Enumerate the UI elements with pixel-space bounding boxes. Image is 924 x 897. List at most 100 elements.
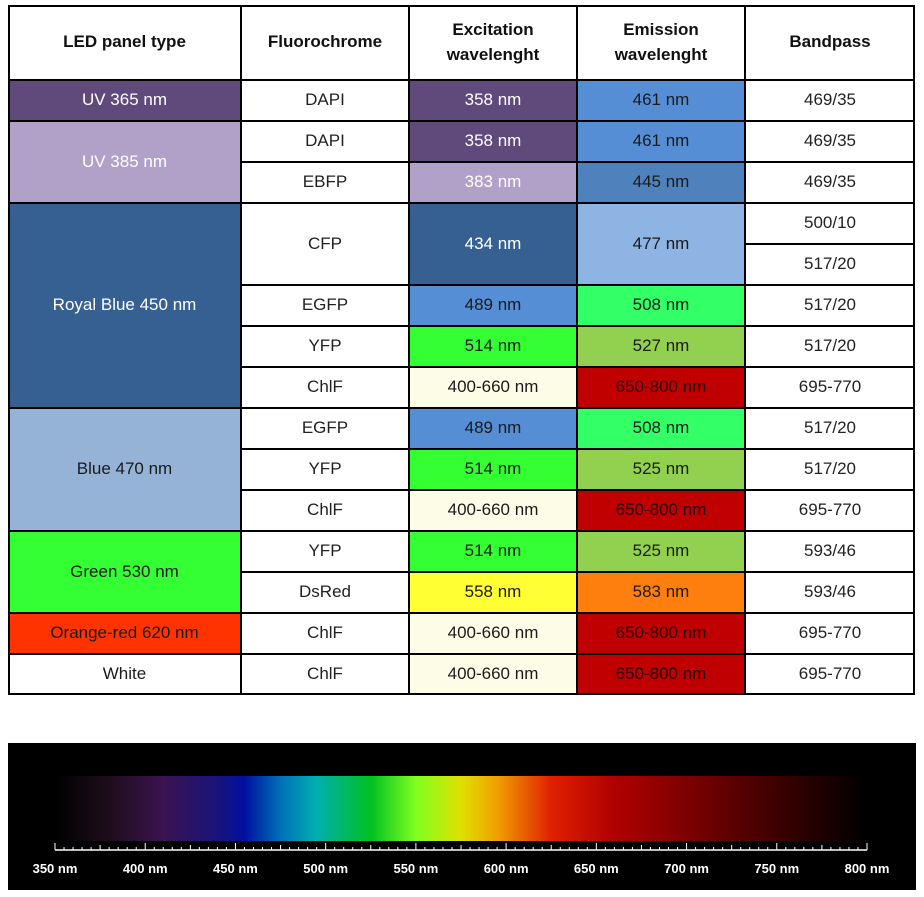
excitation-cell: 383 nm bbox=[409, 162, 577, 203]
excitation-cell: 558 nm bbox=[409, 572, 577, 613]
excitation-cell: 514 nm bbox=[409, 531, 577, 572]
bandpass-cell: 593/46 bbox=[745, 572, 915, 613]
grid-line bbox=[8, 407, 915, 409]
led-panel-type-cell: Royal Blue 450 nm bbox=[8, 203, 241, 408]
grid-line bbox=[241, 325, 915, 327]
emission-cell: 525 nm bbox=[577, 449, 745, 490]
header-excitation: Excitation wavelenght bbox=[409, 5, 577, 80]
grid-line bbox=[241, 284, 915, 286]
grid-line bbox=[8, 5, 915, 7]
excitation-cell: 514 nm bbox=[409, 326, 577, 367]
fluorochrome-cell: EGFP bbox=[241, 408, 409, 449]
fluorochrome-table: LED panel type Fluorochrome Excitation wave… bbox=[8, 5, 915, 695]
emission-cell: 508 nm bbox=[577, 285, 745, 326]
bandpass-cell: 593/46 bbox=[745, 531, 915, 572]
excitation-cell: 489 nm bbox=[409, 408, 577, 449]
bandpass-cell: 517/20 bbox=[745, 285, 915, 326]
emission-cell: 527 nm bbox=[577, 326, 745, 367]
led-panel-type-cell: White bbox=[8, 654, 241, 695]
fluorochrome-cell: ChlF bbox=[241, 490, 409, 531]
spectrum-tick-label: 750 nm bbox=[754, 861, 799, 876]
emission-cell: 583 nm bbox=[577, 572, 745, 613]
grid-line bbox=[8, 202, 915, 204]
grid-line bbox=[241, 489, 915, 491]
fluorochrome-cell: EBFP bbox=[241, 162, 409, 203]
spectrum-tick-label: 550 nm bbox=[393, 861, 438, 876]
emission-cell: 508 nm bbox=[577, 408, 745, 449]
fluorochrome-cell: DsRed bbox=[241, 572, 409, 613]
spectrum-tick-label: 500 nm bbox=[303, 861, 348, 876]
spectrum-tick-label: 350 nm bbox=[33, 861, 78, 876]
grid-line bbox=[576, 5, 578, 695]
spectrum-tick-label: 450 nm bbox=[213, 861, 258, 876]
emission-cell: 650-800 nm bbox=[577, 613, 745, 654]
emission-cell: 525 nm bbox=[577, 531, 745, 572]
fluorochrome-cell: EGFP bbox=[241, 285, 409, 326]
excitation-cell: 514 nm bbox=[409, 449, 577, 490]
grid-line bbox=[241, 366, 915, 368]
excitation-cell: 400-660 nm bbox=[409, 367, 577, 408]
emission-cell: 650-800 nm bbox=[577, 367, 745, 408]
led-panel-type-cell: Blue 470 nm bbox=[8, 408, 241, 531]
bandpass-cell: 517/20 bbox=[745, 449, 915, 490]
bandpass-cell: 517/20 bbox=[745, 244, 915, 285]
grid-line bbox=[8, 120, 915, 122]
grid-line bbox=[8, 693, 915, 695]
excitation-cell: 400-660 nm bbox=[409, 654, 577, 695]
fluorochrome-cell: ChlF bbox=[241, 613, 409, 654]
spectrum-svg: 350 nm 400 nm 450 nm 500 nm 550 nm 600 nm 650 … bbox=[33, 776, 890, 876]
spectrum-tick-label: 700 nm bbox=[664, 861, 709, 876]
excitation-cell: 434 nm bbox=[409, 203, 577, 285]
emission-cell: 477 nm bbox=[577, 203, 745, 285]
bandpass-cell: 469/35 bbox=[745, 80, 915, 121]
bandpass-cell: 517/20 bbox=[745, 326, 915, 367]
led-panel-type-cell: UV 365 nm bbox=[8, 80, 241, 121]
fluorochrome-cell: YFP bbox=[241, 531, 409, 572]
spectrum-tick-label: 800 nm bbox=[845, 861, 890, 876]
grid-line bbox=[8, 612, 915, 614]
led-panel-type-cell: UV 385 nm bbox=[8, 121, 241, 203]
emission-cell: 650-800 nm bbox=[577, 490, 745, 531]
emission-cell: 650-800 nm bbox=[577, 654, 745, 695]
fluorochrome-cell: DAPI bbox=[241, 80, 409, 121]
grid-line bbox=[241, 571, 915, 573]
spectrum-gradient bbox=[55, 776, 867, 841]
header-bandpass: Bandpass bbox=[745, 5, 915, 80]
spectrum-tick-label: 650 nm bbox=[574, 861, 619, 876]
bandpass-cell: 469/35 bbox=[745, 121, 915, 162]
bandpass-cell: 469/35 bbox=[745, 162, 915, 203]
bandpass-cell: 695-770 bbox=[745, 613, 915, 654]
grid-line bbox=[8, 530, 915, 532]
excitation-cell: 400-660 nm bbox=[409, 613, 577, 654]
fluorochrome-cell: YFP bbox=[241, 326, 409, 367]
fluorochrome-cell: ChlF bbox=[241, 654, 409, 695]
fluorochrome-cell: CFP bbox=[241, 203, 409, 285]
led-panel-type-cell: Orange-red 620 nm bbox=[8, 613, 241, 654]
spectrum-tick-label: 600 nm bbox=[484, 861, 529, 876]
bandpass-cell: 695-770 bbox=[745, 367, 915, 408]
grid-line bbox=[241, 161, 915, 163]
emission-cell: 461 nm bbox=[577, 80, 745, 121]
grid-line bbox=[8, 653, 915, 655]
excitation-cell: 358 nm bbox=[409, 121, 577, 162]
header-led-panel-type: LED panel type bbox=[8, 5, 241, 80]
excitation-cell: 489 nm bbox=[409, 285, 577, 326]
grid-line bbox=[745, 243, 915, 245]
fluorochrome-cell: YFP bbox=[241, 449, 409, 490]
fluorochrome-cell: DAPI bbox=[241, 121, 409, 162]
fluorochrome-cell: ChlF bbox=[241, 367, 409, 408]
spectrum-tick-label: 400 nm bbox=[123, 861, 168, 876]
bandpass-cell: 695-770 bbox=[745, 490, 915, 531]
emission-cell: 461 nm bbox=[577, 121, 745, 162]
grid-line bbox=[408, 5, 410, 695]
bandpass-cell: 517/20 bbox=[745, 408, 915, 449]
excitation-cell: 400-660 nm bbox=[409, 490, 577, 531]
grid-line bbox=[8, 5, 10, 695]
header-fluorochrome: Fluorochrome bbox=[241, 5, 409, 80]
grid-line bbox=[241, 448, 915, 450]
grid-line bbox=[913, 5, 915, 695]
grid-line bbox=[744, 5, 746, 695]
header-emission: Emission wavelenght bbox=[577, 5, 745, 80]
bandpass-cell: 500/10 bbox=[745, 203, 915, 244]
led-panel-type-cell: Green 530 nm bbox=[8, 531, 241, 613]
